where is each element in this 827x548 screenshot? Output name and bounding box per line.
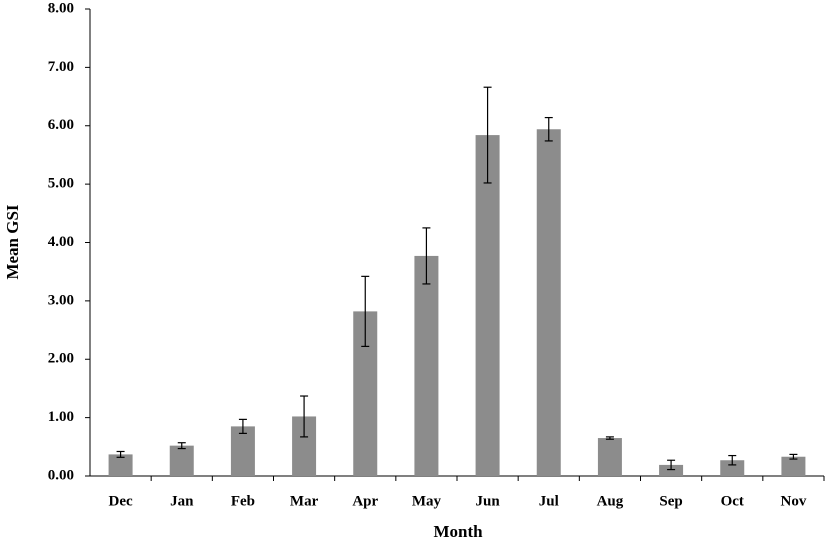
bar — [781, 456, 806, 476]
x-tick-label: Sep — [659, 493, 682, 509]
error-bar — [422, 227, 431, 285]
bar — [230, 426, 255, 476]
x-tick-label: May — [412, 493, 442, 509]
bar — [108, 454, 133, 476]
y-tick-label: 7.00 — [48, 59, 74, 75]
error-bar — [605, 436, 614, 440]
x-tick-label: Mar — [290, 493, 319, 509]
bar — [597, 438, 622, 476]
bar — [475, 135, 500, 476]
x-tick-label: Jun — [475, 493, 500, 509]
bar — [169, 445, 194, 476]
error-bar — [177, 442, 186, 450]
error-bar — [300, 395, 309, 438]
error-bar — [361, 275, 370, 348]
bar — [536, 129, 561, 476]
error-bar — [728, 454, 737, 466]
error-bar — [789, 453, 798, 460]
x-tick-label: Aug — [597, 493, 624, 509]
bar — [659, 464, 684, 476]
y-tick-label: 2.00 — [48, 351, 74, 367]
y-tick-label: 0.00 — [48, 467, 74, 483]
x-tick-label: Oct — [721, 493, 744, 509]
y-tick-label: 3.00 — [48, 292, 74, 308]
y-tick-label: 1.00 — [48, 409, 74, 425]
x-tick-label: Nov — [780, 493, 806, 509]
error-bar — [483, 86, 492, 184]
x-tick-label: Jan — [170, 493, 194, 509]
y-tick-label: 5.00 — [48, 176, 74, 192]
error-bar — [667, 459, 676, 471]
error-bar — [544, 116, 553, 142]
bar — [414, 255, 439, 476]
x-tick-label: Jul — [539, 493, 559, 509]
error-bar — [116, 450, 125, 458]
x-tick-label: Feb — [231, 493, 255, 509]
x-tick-label: Dec — [109, 493, 133, 509]
bar — [720, 460, 745, 476]
x-tick-label: Apr — [352, 493, 378, 509]
y-tick-label: 4.00 — [48, 234, 74, 250]
y-tick-label: 8.00 — [48, 0, 74, 16]
error-bar — [238, 418, 247, 434]
y-axis-label: Mean GSI — [3, 204, 22, 279]
y-tick-label: 6.00 — [48, 117, 74, 133]
x-axis-label: Month — [433, 522, 483, 541]
